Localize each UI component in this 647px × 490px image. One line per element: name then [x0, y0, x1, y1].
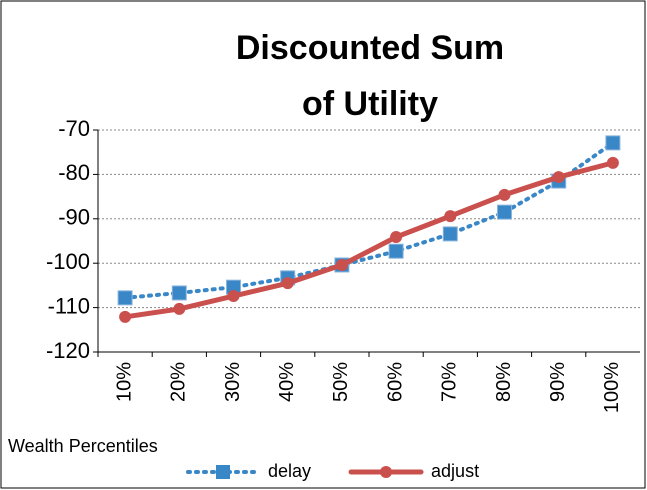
x-tick-label: 20% — [168, 362, 190, 402]
data-point — [606, 156, 619, 169]
legend-marker — [216, 465, 230, 479]
y-tick-label: -90 — [58, 205, 90, 230]
data-point — [498, 188, 511, 201]
y-tick-label: -70 — [58, 116, 90, 141]
data-point — [335, 258, 348, 271]
data-point — [605, 135, 621, 151]
data-point — [552, 171, 565, 184]
x-tick-label: 10% — [113, 362, 135, 402]
x-tick-label: 40% — [276, 362, 298, 402]
series-line — [122, 160, 616, 320]
y-tick-label: -100 — [46, 249, 90, 274]
x-tick-label: 70% — [439, 362, 461, 402]
x-axis-label: Wealth Percentiles — [8, 436, 158, 456]
y-tick-label: -110 — [48, 293, 90, 318]
x-tick-label: 90% — [547, 362, 569, 402]
x-tick-label: 60% — [384, 362, 406, 402]
data-point — [171, 285, 187, 301]
data-point — [497, 204, 512, 220]
chart-title: of Utility — [302, 85, 438, 123]
legend-label: adjust — [431, 461, 479, 481]
data-point — [442, 226, 458, 242]
x-tick-label: 80% — [493, 362, 515, 402]
x-tick-label: 100% — [601, 362, 623, 413]
chart-title: Discounted Sum — [236, 29, 504, 67]
x-tick-label: 50% — [330, 362, 352, 402]
data-point — [119, 310, 132, 323]
y-tick-label: -120 — [46, 338, 90, 363]
y-tick-label: -80 — [58, 160, 90, 185]
data-point — [388, 243, 404, 259]
data-point — [390, 231, 403, 244]
series-line — [123, 140, 615, 300]
legend-marker — [380, 466, 393, 478]
legend-label: delay — [268, 461, 311, 481]
data-point — [117, 290, 133, 306]
data-point — [227, 290, 240, 303]
data-point — [281, 277, 294, 290]
data-point — [444, 210, 457, 223]
x-tick-label: 30% — [222, 362, 244, 402]
data-point — [173, 302, 186, 315]
